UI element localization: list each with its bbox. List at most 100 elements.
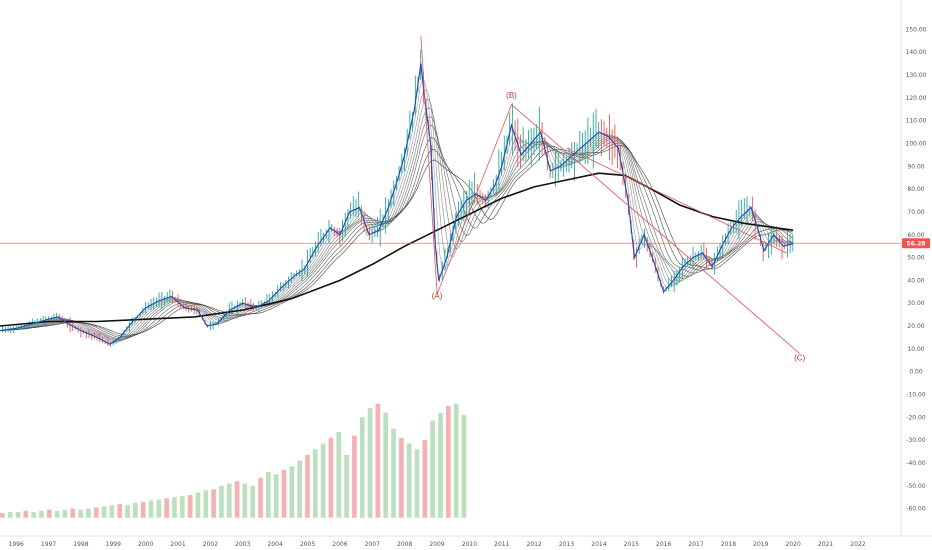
x-tick-label: 2001 [170,541,185,548]
x-tick-label: 2005 [300,541,315,548]
long-moving-average-line [0,172,794,327]
volume-bar [187,494,193,518]
moving-average-19 [0,142,793,337]
current-price-label: 56.28 [907,240,926,247]
moving-average-5 [0,88,793,343]
y-tick-label: 130.00 [906,72,927,79]
volume-bar [211,489,216,518]
volume-bar [258,477,263,518]
price-line [0,63,794,346]
x-tick-label: 2003 [235,541,250,548]
volume-bar [250,485,256,518]
wave-label: (A) [432,292,443,301]
wave-line-1 [566,147,787,254]
volume-bar [156,499,162,518]
volume-bar [172,497,177,518]
x-tick-label: 2011 [494,541,509,548]
volume-bar [383,412,389,518]
volume-bar [7,512,13,518]
volume-bar [86,508,91,518]
y-tick-label: 80.00 [907,186,924,193]
volume-bar [273,474,279,518]
volume-bar [297,460,302,518]
y-tick-label: -10.00 [906,392,926,399]
wave-line-0 [420,36,800,354]
volume-bar [23,510,29,518]
volume-bar [422,440,428,518]
volume-bar [62,509,68,518]
wave-label: (B) [506,91,517,100]
x-tick-label: 2022 [850,541,865,548]
volume-bar [54,510,60,518]
y-tick-label: 110.00 [906,118,927,125]
x-tick-label: 2012 [527,541,542,548]
wave-labels: (A) (B) (C) [432,91,806,362]
volume-bar [312,449,318,518]
elliott-wave-lines [420,36,800,354]
wave-label: (C) [794,353,805,362]
volume-bar [125,505,130,518]
x-tick-label: 2007 [365,541,380,548]
volume-bar [101,506,107,518]
y-tick-label: 70.00 [907,209,924,216]
x-tick-label: 2000 [138,541,153,548]
volume-bar [328,437,334,518]
volume-bar [391,428,396,518]
volume-bar [320,443,326,518]
volume-bar [359,417,365,518]
x-tick-label: 2016 [656,541,671,548]
volume-bar [109,505,115,518]
volume-bar [453,403,459,518]
volume-bar [399,437,404,518]
y-tick-label: -30.00 [906,437,926,444]
x-tick-label: 2017 [688,541,703,548]
volume-bar [234,481,240,518]
volume-bar [226,483,232,518]
x-tick-label: 2009 [429,541,444,548]
y-tick-label: 90.00 [907,163,924,170]
volume-bar [281,469,287,518]
x-tick-label: 1998 [73,541,88,548]
x-tick-label: 2013 [559,541,574,548]
y-axis: 150.00 140.00 130.00 120.00 110.00 100.00 90.0… [906,26,927,512]
y-tick-label: 120.00 [906,95,927,102]
volume-bar [179,496,185,518]
x-tick-label: 2021 [818,541,833,548]
volume-bar [242,483,248,518]
y-tick-label: 60.00 [907,232,924,239]
x-tick-label: 1999 [106,541,121,548]
x-axis: 1996 1997 1998 1999 2000 2001 2002 2003 2004 2005… [9,541,866,548]
volume-bar [414,449,420,518]
volume-bar [305,454,310,518]
x-tick-label: 2008 [397,541,412,548]
volume-bar [133,502,138,518]
x-tick-label: 1997 [41,541,56,548]
x-tick-label: 2006 [332,541,347,548]
volume-bar [430,420,435,518]
x-tick-label: 1996 [9,541,24,548]
volume-bar [15,512,21,518]
y-tick-label: 150.00 [906,26,927,33]
volume-bar [140,501,146,518]
x-tick-label: 2019 [753,541,768,548]
x-tick-label: 2014 [591,541,606,548]
volume-bar [39,510,44,518]
x-tick-label: 2004 [268,541,283,548]
volume-bar [352,435,357,518]
y-tick-label: 140.00 [906,49,927,56]
y-tick-label: -20.00 [906,414,926,421]
x-tick-label: 2010 [462,541,477,548]
volume-bar [164,498,169,518]
volume-bar [406,443,412,518]
volume-bar [0,513,5,518]
volume-bar [117,504,123,518]
moving-average-22 [0,145,793,336]
volume-bar [203,490,209,518]
x-tick-label: 2015 [624,541,639,548]
volume-bar [266,472,271,518]
volume-bar [78,509,83,518]
y-tick-label: 0.00 [909,369,923,376]
current-price-tag: 56.28 [902,238,930,249]
volume-bar [344,454,349,518]
